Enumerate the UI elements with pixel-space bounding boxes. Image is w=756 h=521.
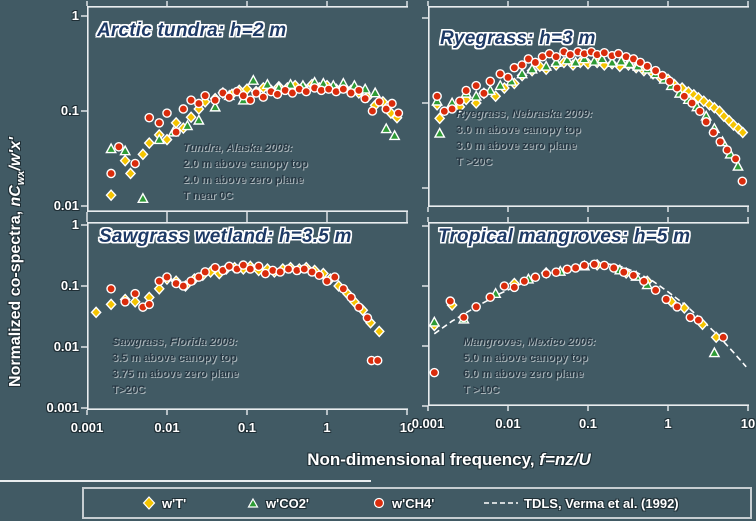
y-tick-label: 0.1 [60, 278, 79, 293]
panel-sawgrass-wetland: Sawgrass wetland: h=3.5 m Sawgrass, Flor… [81, 217, 408, 415]
annotation-line: 6.0 m above zero plane [463, 368, 584, 380]
legend-label: w'CH4' [392, 495, 435, 511]
y-axis-title-subscript: wx [15, 170, 28, 186]
annotation-line: T >20C [456, 156, 493, 168]
panel-title-mangroves: Tropical mangroves: h=5 m [438, 226, 691, 247]
legend-label: w'T' [162, 495, 187, 511]
horizontal-divider-line [0, 480, 371, 482]
y-axis-title-text: Normalized co-spectra, [7, 206, 24, 387]
diamond-marker-icon [142, 496, 156, 510]
panel-arctic-tundra: Arctic tundra: h=2 m Tundra, Alaska 2008… [81, 1, 408, 217]
panel-tropical-mangroves: Tropical mangroves: h=5 m Mangroves, Mex… [422, 217, 749, 411]
annotation-line: Ryegrass, Nebraska 2009: [456, 108, 593, 120]
y-tick-label: 0.001 [46, 400, 79, 415]
ryegrass-scatter-plot [422, 1, 749, 212]
x-tick-label: 0.1 [237, 420, 257, 435]
annotation-line: 3.0 m above canopy top [456, 124, 581, 136]
y-tick-label: 1 [71, 8, 79, 23]
annotation-line: 2.0 m above zero plane [183, 174, 304, 186]
x-tick-label: 0.1 [578, 416, 598, 431]
x-tick-label: 0.001 [411, 416, 445, 431]
annotation-line: 3.5 m above canopy top [112, 352, 237, 364]
sawgrass-scatter-plot [81, 217, 408, 415]
x-axis-title: Non-dimensional frequency, f=nz/U [254, 450, 644, 470]
legend-label: w'CO2' [266, 495, 310, 511]
x-tick-label: 1 [323, 420, 331, 435]
panel-annotation-mangroves: Mangroves, Mexico 2006: 5.0 m above cano… [463, 334, 596, 398]
annotation-line: 3.0 m above zero plane [456, 140, 577, 152]
annotation-line: T near 0C [183, 190, 234, 202]
x-tick-label: 1 [664, 416, 672, 431]
legend-box: w'T' w'CO2' w'CH4' TDLS, Verma et al. (1… [82, 487, 752, 519]
annotation-line: 2.0 m above canopy top [183, 158, 308, 170]
annotation-line: T>20C [112, 384, 146, 396]
x-tick-label: 10 [740, 416, 756, 431]
x-tick-label: 0.001 [70, 420, 104, 435]
panel-title-arctic-tundra: Arctic tundra: h=2 m [97, 20, 287, 41]
panel-ryegrass: Ryegrass: h=3 m Ryegrass, Nebraska 2009:… [422, 1, 749, 212]
triangle-marker-icon [247, 497, 259, 508]
dashed-line-icon [484, 502, 518, 504]
y-tick-label: 0.01 [53, 198, 79, 213]
panel-title-ryegrass: Ryegrass: h=3 m [440, 28, 596, 49]
y-tick-label: 0.1 [60, 103, 79, 118]
panel-annotation-sawgrass: Sawgrass, Florida 2008: 3.5 m above cano… [112, 334, 239, 398]
y-tick-label: 1 [71, 217, 79, 232]
y-axis-title-rest: /w'x' [7, 137, 24, 171]
mangroves-scatter-plot [422, 217, 749, 411]
panel-annotation-ryegrass: Ryegrass, Nebraska 2009: 3.0 m above can… [456, 106, 592, 170]
y-axis-title-symbol: nC [7, 185, 24, 207]
y-tick-label: 0.01 [53, 339, 79, 354]
legend-item-wT: w'T' [142, 489, 186, 517]
x-axis-title-text: Non-dimensional frequency, [307, 450, 540, 469]
annotation-line: Mangroves, Mexico 2006: [463, 336, 596, 348]
annotation-line: Tundra, Alaska 2008: [183, 142, 293, 154]
y-axis-title: Normalized co-spectra, nCwx/w'x' [7, 32, 29, 492]
annotation-line: 3.75 m above zero plane [112, 368, 239, 380]
legend-item-tdls: TDLS, Verma et al. (1992) [484, 489, 679, 517]
x-tick-label: 10 [399, 420, 415, 435]
annotation-line: 5.0 m above canopy top [463, 352, 588, 364]
panel-annotation-arctic-tundra: Tundra, Alaska 2008: 2.0 m above canopy … [183, 140, 308, 204]
legend-item-wCH4: w'CH4' [372, 489, 434, 517]
legend-label: TDLS, Verma et al. (1992) [524, 495, 679, 511]
x-axis-title-formula: f=nz/U [539, 450, 591, 469]
circle-marker-icon [373, 497, 385, 509]
legend-item-wCO2: w'CO2' [246, 489, 309, 517]
annotation-line: Sawgrass, Florida 2008: [112, 336, 238, 348]
annotation-line: T >10C [463, 384, 500, 396]
arctic-tundra-scatter-plot [81, 1, 408, 217]
panel-title-sawgrass: Sawgrass wetland: h=3.5 m [99, 226, 352, 247]
x-tick-label: 0.01 [495, 416, 521, 431]
x-tick-label: 0.01 [154, 420, 180, 435]
